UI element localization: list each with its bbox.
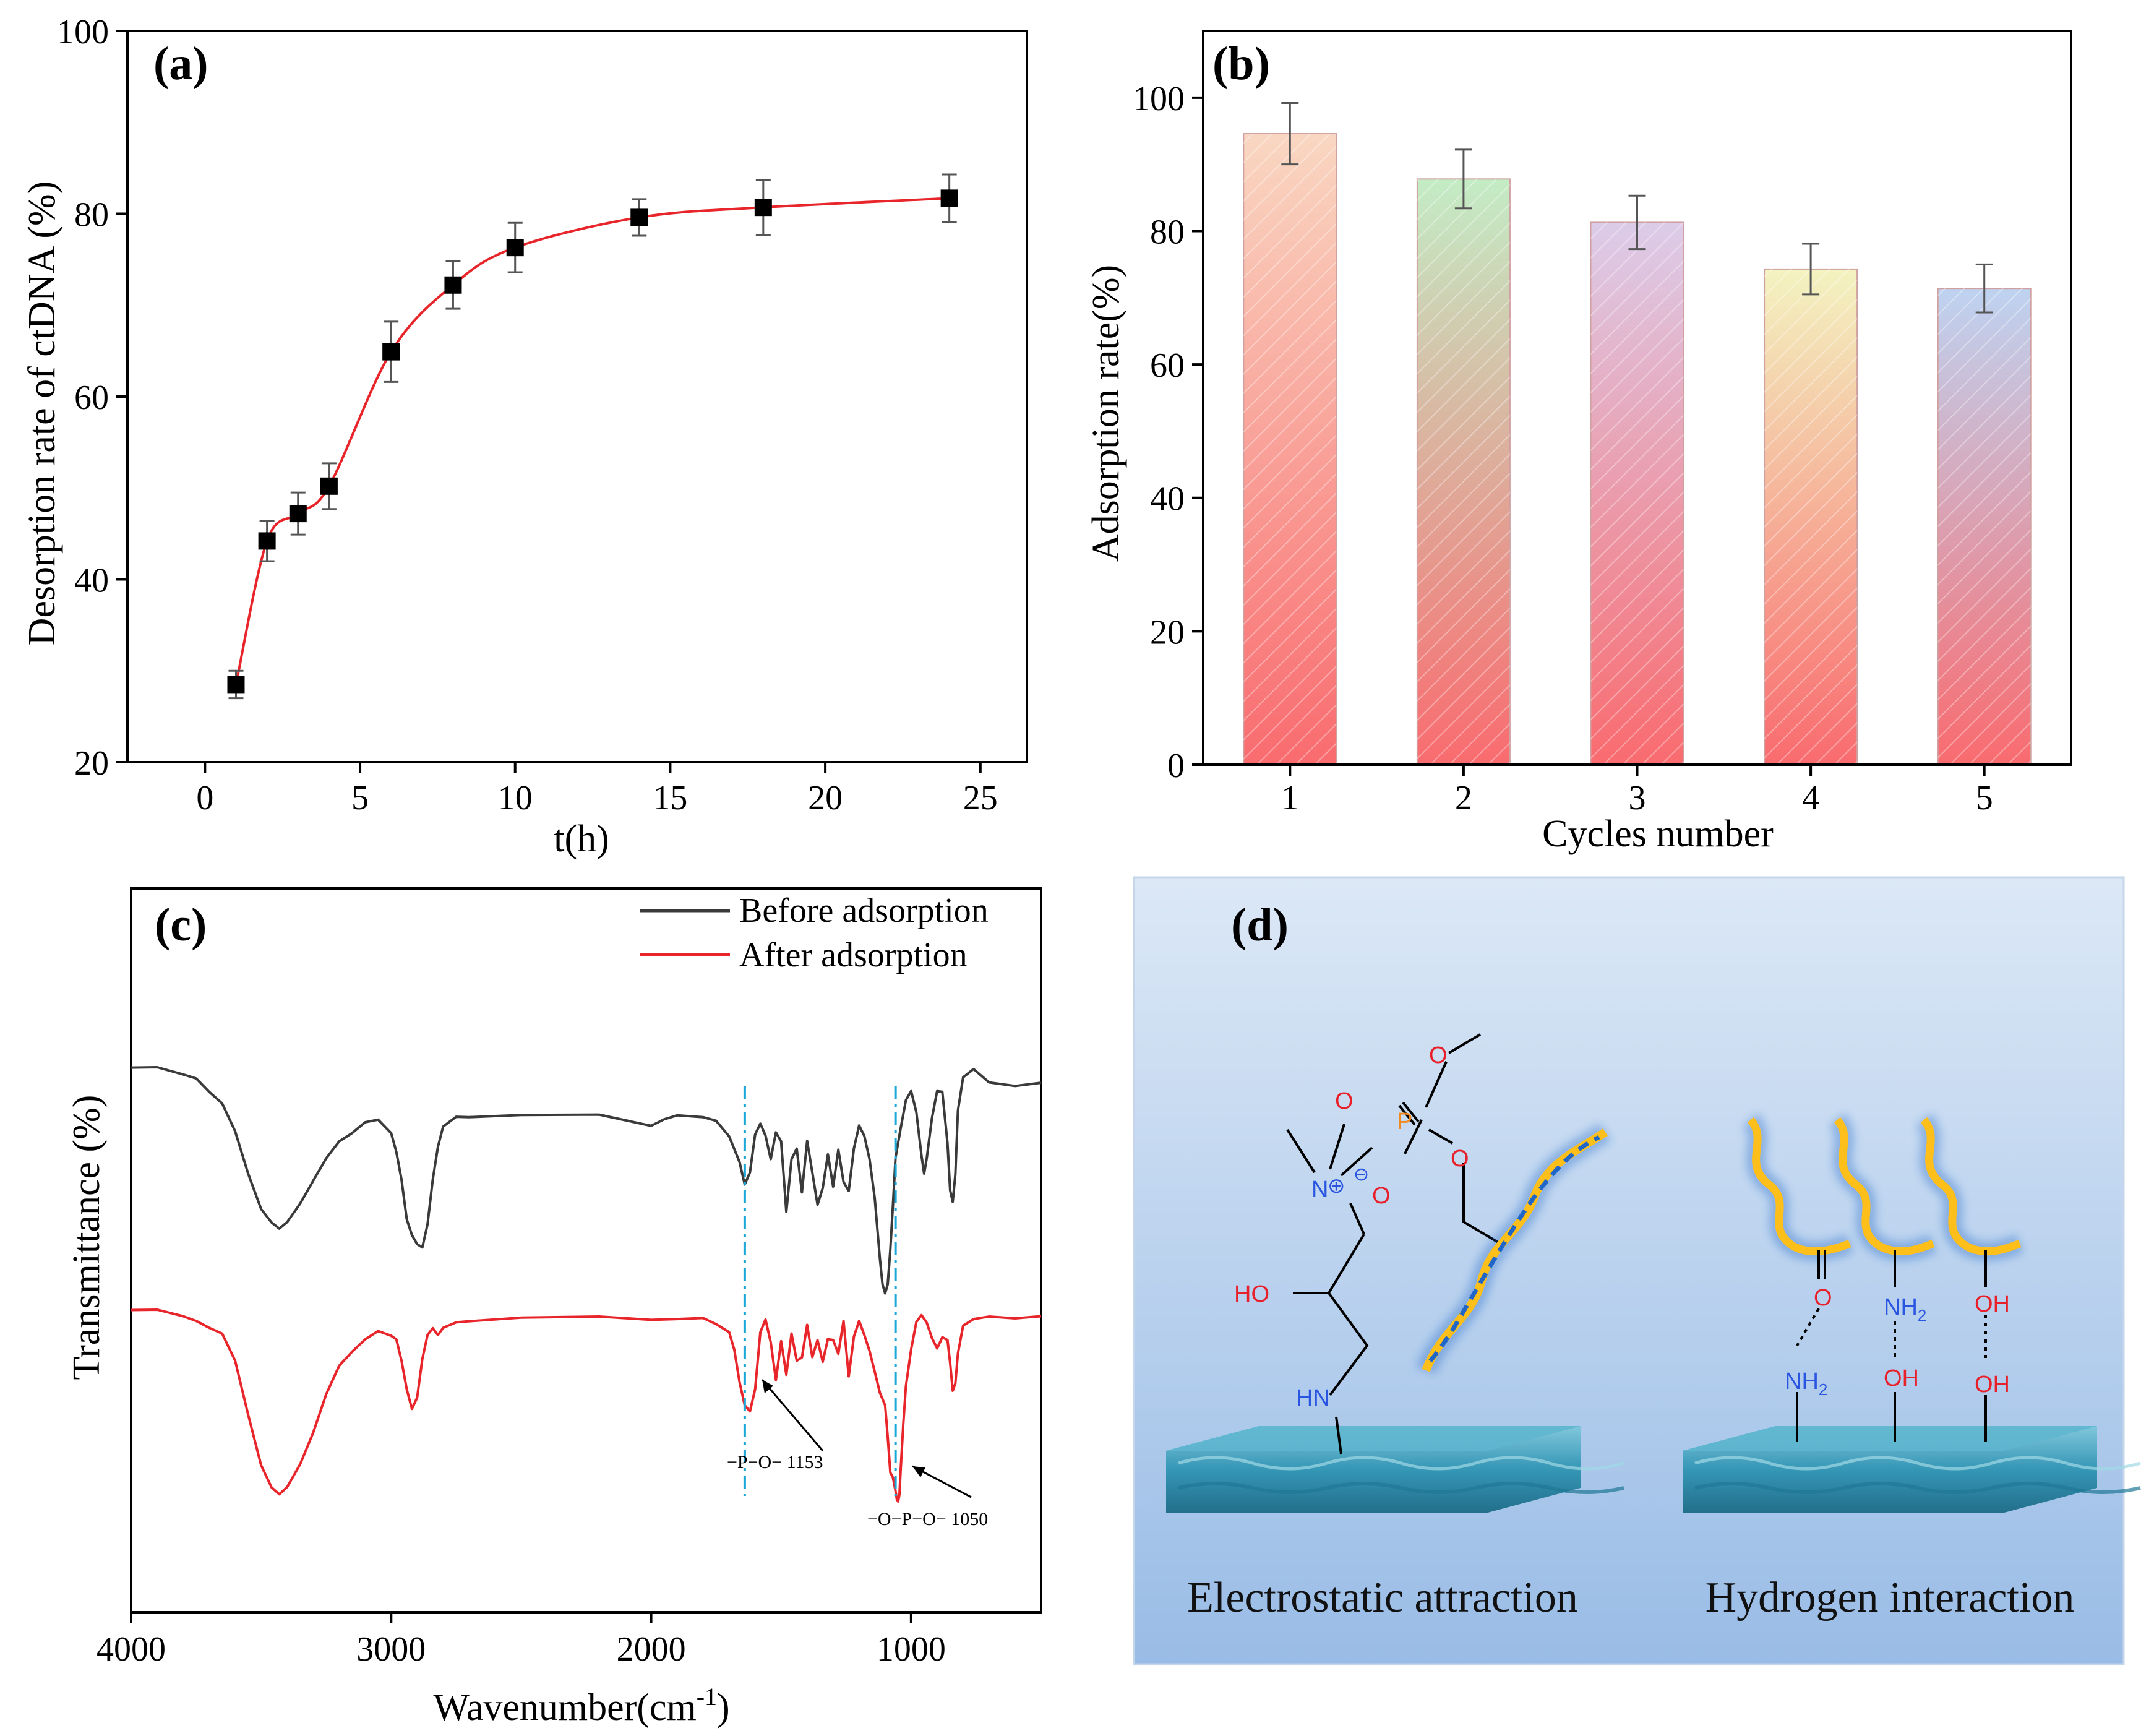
- annotation-arrowhead: [762, 1380, 773, 1393]
- right-substrate: [1683, 1426, 2141, 1513]
- data-point: [289, 505, 307, 523]
- atom-o-minus: O: [1372, 1183, 1391, 1209]
- left-substrate: [1166, 1426, 1624, 1513]
- x-tick-label: 4: [1802, 779, 1819, 817]
- panel-c-ylabel: Transmittance (%): [66, 1095, 108, 1380]
- annotation-label: −O−P−O− 1050: [867, 1509, 988, 1529]
- y-tick-label: 80: [74, 196, 109, 234]
- bar-hatch: [1417, 179, 1510, 765]
- left-dna-strand: [1416, 1123, 1611, 1375]
- atom-oh-upper: OH: [1975, 1291, 2010, 1317]
- bar-hatch: [1764, 269, 1858, 765]
- caption-electrostatic: Electrostatic attraction: [1187, 1574, 1578, 1622]
- data-point: [227, 676, 245, 694]
- panel-a-xlabel: t(h): [554, 818, 609, 860]
- panel-a-label: (a): [153, 38, 208, 90]
- y-tick-label: 60: [1150, 346, 1185, 385]
- x-tick-label: 0: [196, 779, 213, 817]
- right-molecule-atoms: O NH2 OH NH2 OH OH: [1785, 1285, 2010, 1399]
- y-tick-label: 40: [1150, 480, 1185, 518]
- panel-d-background: [1133, 876, 2125, 1665]
- atom-o-methoxy: O: [1429, 1042, 1448, 1068]
- panel-d-label: (d): [1231, 899, 1289, 951]
- x-tick-label: 10: [498, 779, 533, 817]
- bar-hatch: [1243, 134, 1337, 765]
- y-tick-label: 100: [57, 13, 109, 51]
- x-tick-label: 1000: [877, 1630, 946, 1669]
- annotation-arrow: [761, 1379, 824, 1451]
- data-point: [754, 199, 772, 217]
- data-point: [940, 189, 958, 207]
- atom-hydroxyl: HO: [1234, 1281, 1269, 1307]
- atom-nh2-upper: NH2: [1884, 1294, 1926, 1325]
- annotation-arrowhead: [912, 1466, 925, 1477]
- x-tick-label: 25: [963, 779, 998, 817]
- data-point: [320, 477, 338, 495]
- panel-b-label: (b): [1212, 38, 1270, 90]
- x-tick-label: 20: [808, 779, 843, 817]
- panel-b-xlabel: Cycles number: [1542, 813, 1774, 855]
- series-line: [131, 1065, 1042, 1295]
- x-tick-label: 5: [351, 779, 369, 817]
- panel-a: 0 5 10 15 20 25 20 40 60 80 100 (a) t(h) Desorptio…: [21, 13, 1028, 860]
- left-molecule-atoms: O O P O O ⊖ N ⊕ HO HN: [1234, 1042, 1469, 1411]
- panel-a-frame: [126, 30, 1028, 763]
- bar-hatch: [1590, 222, 1684, 765]
- atom-o-double: O: [1335, 1088, 1354, 1114]
- panel-c-xlabel: Wavenumber(cm-1): [433, 1683, 729, 1729]
- caption-hydrogen: Hydrogen interaction: [1706, 1574, 2075, 1622]
- bar-hatch: [1937, 288, 2031, 765]
- x-tick-label: 4000: [97, 1630, 166, 1669]
- legend: Before adsorption After adsorption: [640, 892, 989, 974]
- x-tick-label: 15: [653, 779, 687, 817]
- atom-oh-mid: OH: [1884, 1365, 1919, 1391]
- series-line: [234, 197, 950, 685]
- x-tick-label: 3000: [356, 1630, 426, 1669]
- x-tick-label: 3: [1629, 779, 1646, 817]
- panel-c-label: (c): [155, 899, 207, 951]
- y-tick-label: 0: [1167, 747, 1185, 785]
- y-tick-label: 20: [1150, 613, 1185, 651]
- y-tick-label: 40: [74, 562, 109, 600]
- atom-oh-lower: OH: [1975, 1372, 2010, 1398]
- left-molecule-bonds: [1286, 1033, 1501, 1455]
- data-point: [444, 276, 462, 294]
- atom-amine: HN: [1296, 1385, 1330, 1411]
- annotation-label: −P−O− 1153: [727, 1452, 823, 1472]
- data-point: [382, 343, 400, 361]
- right-molecule-bonds: [1796, 1250, 1987, 1442]
- panel-b: 1 2 3 4 5 0 20 40 60 80 100 (b) Cycles number Adso…: [1085, 30, 2072, 855]
- atom-o-ester: O: [1451, 1146, 1469, 1172]
- atom-carbonyl-o: O: [1814, 1285, 1832, 1311]
- data-point: [506, 239, 524, 257]
- panel-d: (d): [1133, 876, 2141, 1665]
- y-tick-label: 60: [74, 379, 109, 417]
- atom-nh2-lower: NH2: [1785, 1369, 1827, 1399]
- x-tick-label: 5: [1976, 779, 1993, 817]
- minus-charge: ⊖: [1354, 1164, 1369, 1185]
- x-tick-label: 2: [1455, 779, 1472, 817]
- data-point: [630, 208, 648, 226]
- panel-c-frame: [130, 887, 1042, 1614]
- panel-c: 4000 3000 2000 1000 −P−O− 1153 −O−P−O− 1050 (…: [66, 887, 1042, 1729]
- x-tick-label: 1: [1281, 779, 1298, 817]
- atom-nitrogen: N: [1311, 1177, 1328, 1203]
- panel-a-ylabel: Desorption rate of ctDNA (%): [21, 181, 63, 646]
- plus-charge: ⊕: [1328, 1174, 1345, 1198]
- data-point: [258, 532, 276, 550]
- panel-b-ylabel: Adsorption rate(%): [1085, 265, 1127, 562]
- legend-label-before: Before adsorption: [739, 892, 989, 930]
- series-line: [131, 1308, 1042, 1503]
- panel-b-frame: [1202, 30, 2072, 766]
- y-tick-label: 80: [1150, 213, 1185, 251]
- y-tick-label: 20: [74, 744, 109, 783]
- legend-label-after: After adsorption: [739, 936, 968, 974]
- x-tick-label: 2000: [617, 1630, 686, 1669]
- y-tick-label: 100: [1133, 80, 1185, 118]
- atom-phosphorus: P: [1397, 1109, 1412, 1135]
- right-dna-strands: [1742, 1113, 2023, 1261]
